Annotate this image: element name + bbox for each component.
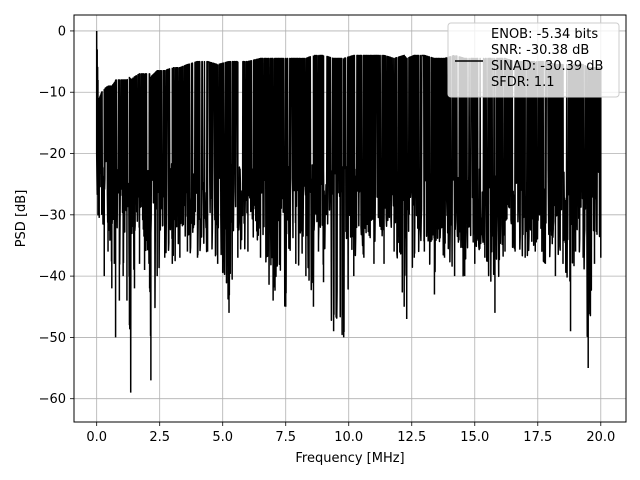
legend-label: ENOB: -5.34 bits SNR: -30.38 dB SINAD: -30… xyxy=(491,27,603,90)
axis-ticks: 0.0 2.5 5.0 7.5 10.0 12.5 15.0 17.5 20.0 0 −10 −20 −… xyxy=(39,24,616,445)
x-tick-label: 7.5 xyxy=(275,430,296,445)
legend-line-text: ENOB: -5.34 bits xyxy=(491,27,598,42)
x-tick-label: 0.0 xyxy=(86,430,107,445)
x-tick-label: 17.5 xyxy=(523,430,552,445)
legend: ENOB: -5.34 bits SNR: -30.38 dB SINAD: -30… xyxy=(447,22,620,98)
y-tick-label: 0 xyxy=(58,24,66,39)
x-axis-label: Frequency [MHz] xyxy=(295,451,404,466)
x-tick-label: 12.5 xyxy=(397,430,426,445)
x-tick-label: 2.5 xyxy=(149,430,170,445)
y-tick-label: −60 xyxy=(39,392,66,407)
y-tick-label: −50 xyxy=(39,331,66,346)
y-tick-label: −20 xyxy=(39,147,66,162)
y-tick-label: −40 xyxy=(39,270,66,285)
x-tick-label: 15.0 xyxy=(460,430,489,445)
legend-line-text: SINAD: -30.39 dB xyxy=(491,59,603,74)
y-tick-label: −10 xyxy=(39,86,66,101)
x-tick-label: 10.0 xyxy=(334,430,363,445)
legend-line-text: SNR: -30.38 dB xyxy=(491,43,589,58)
legend-box xyxy=(447,22,620,98)
y-axis-label: PSD [dB] xyxy=(14,190,29,248)
plot-frame xyxy=(73,14,627,423)
psd-series-line xyxy=(95,30,602,393)
psd-trace xyxy=(95,30,602,393)
x-tick-label: 20.0 xyxy=(586,430,615,445)
y-tick-label: −30 xyxy=(39,208,66,223)
legend-line-text: SFDR: 1.1 xyxy=(491,75,555,90)
x-tick-label: 5.0 xyxy=(212,430,233,445)
